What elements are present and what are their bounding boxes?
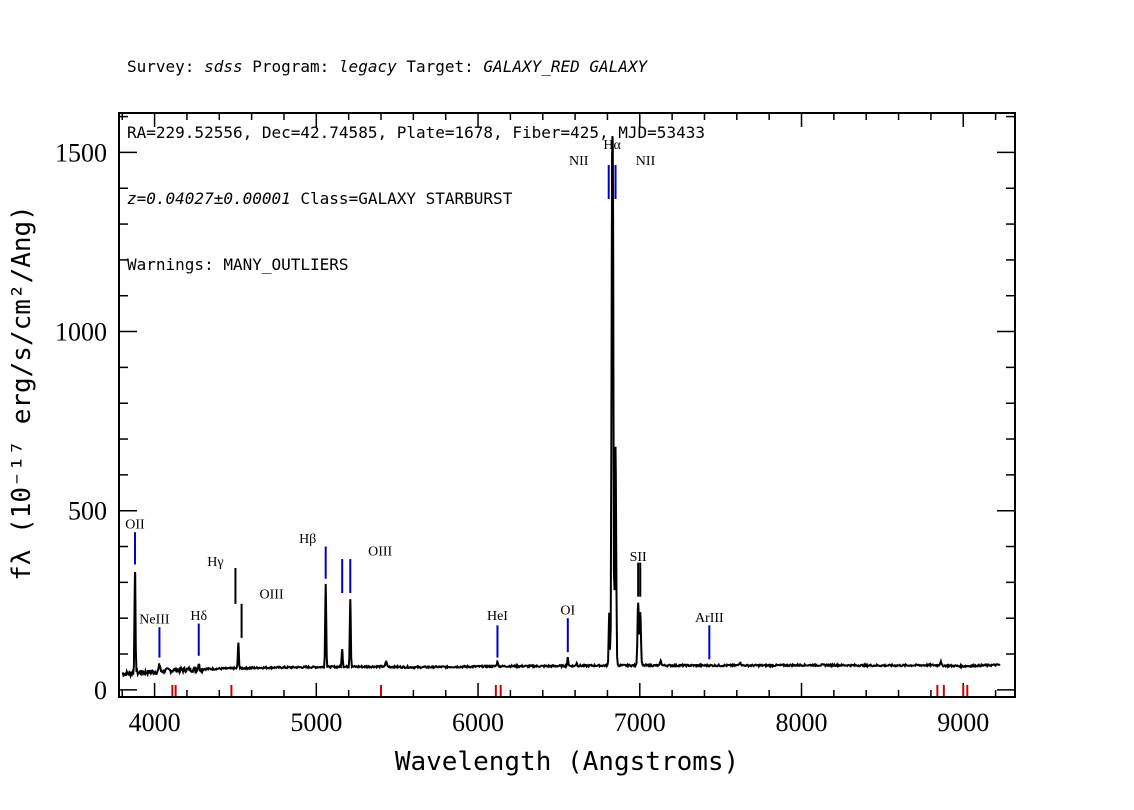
emission-line-label: NII <box>569 154 589 169</box>
emission-line-label: HeI <box>487 609 508 624</box>
emission-line-label: NII <box>636 154 656 169</box>
x-tick-label: 8000 <box>776 708 828 737</box>
y-tick-label: 1000 <box>55 318 107 347</box>
x-tick-label: 9000 <box>937 708 989 737</box>
sky-line-marks <box>171 685 969 697</box>
target-label: Target: <box>396 57 484 76</box>
program-label: Program: <box>242 57 339 76</box>
x-tick-label: 7000 <box>614 708 666 737</box>
emission-line-label: Hγ <box>207 555 223 570</box>
y-tick-label: 1500 <box>55 138 107 167</box>
chart-header: Survey: sdss Program: legacy Target: GAL… <box>127 12 705 298</box>
header-line-coords: RA=229.52556, Dec=42.74585, Plate=1678, … <box>127 123 705 142</box>
spectrum-line <box>121 135 1001 680</box>
y-tick-label: 500 <box>68 497 107 526</box>
emission-line-label: Hδ <box>190 609 207 624</box>
y-tick-label: 0 <box>94 676 107 705</box>
class-text: Class=GALAXY STARBURST <box>290 189 513 208</box>
emission-line-label: Hβ <box>299 532 316 547</box>
program-value: legacy <box>338 57 397 76</box>
redshift-value: z=0.04027±0.00001 <box>127 189 291 208</box>
x-axis-label: Wavelength (Angstroms) <box>395 747 739 777</box>
target-value: GALAXY_RED GALAXY <box>483 57 648 76</box>
axis-ticks <box>119 113 1015 697</box>
tick-labels: 4000 5000 6000 7000 8000 9000 0 500 1000 1500 <box>55 138 989 737</box>
emission-line-label: OII <box>125 518 145 533</box>
emission-line-label: NeIII <box>139 613 170 628</box>
x-tick-label: 4000 <box>129 708 181 737</box>
survey-value: sdss <box>204 57 243 76</box>
emission-line-label: OI <box>560 604 575 619</box>
emission-line-label: ArIII <box>695 611 724 626</box>
emission-line-label: SII <box>630 550 647 565</box>
emission-line-label: OIII <box>368 544 392 559</box>
header-line-redshift: z=0.04027±0.00001 Class=GALAXY STARBURST <box>127 188 705 210</box>
emission-line-label: OIII <box>260 587 284 602</box>
x-tick-label: 6000 <box>452 708 504 737</box>
header-line-survey: Survey: sdss Program: legacy Target: GAL… <box>127 56 705 78</box>
header-line-warnings: Warnings: MANY_OUTLIERS <box>127 255 349 274</box>
x-tick-label: 5000 <box>290 708 342 737</box>
y-axis-label: fλ (10⁻¹⁷ erg/s/cm²/Ang) <box>7 205 37 581</box>
survey-label: Survey: <box>127 57 205 76</box>
plot-frame <box>118 112 1016 698</box>
